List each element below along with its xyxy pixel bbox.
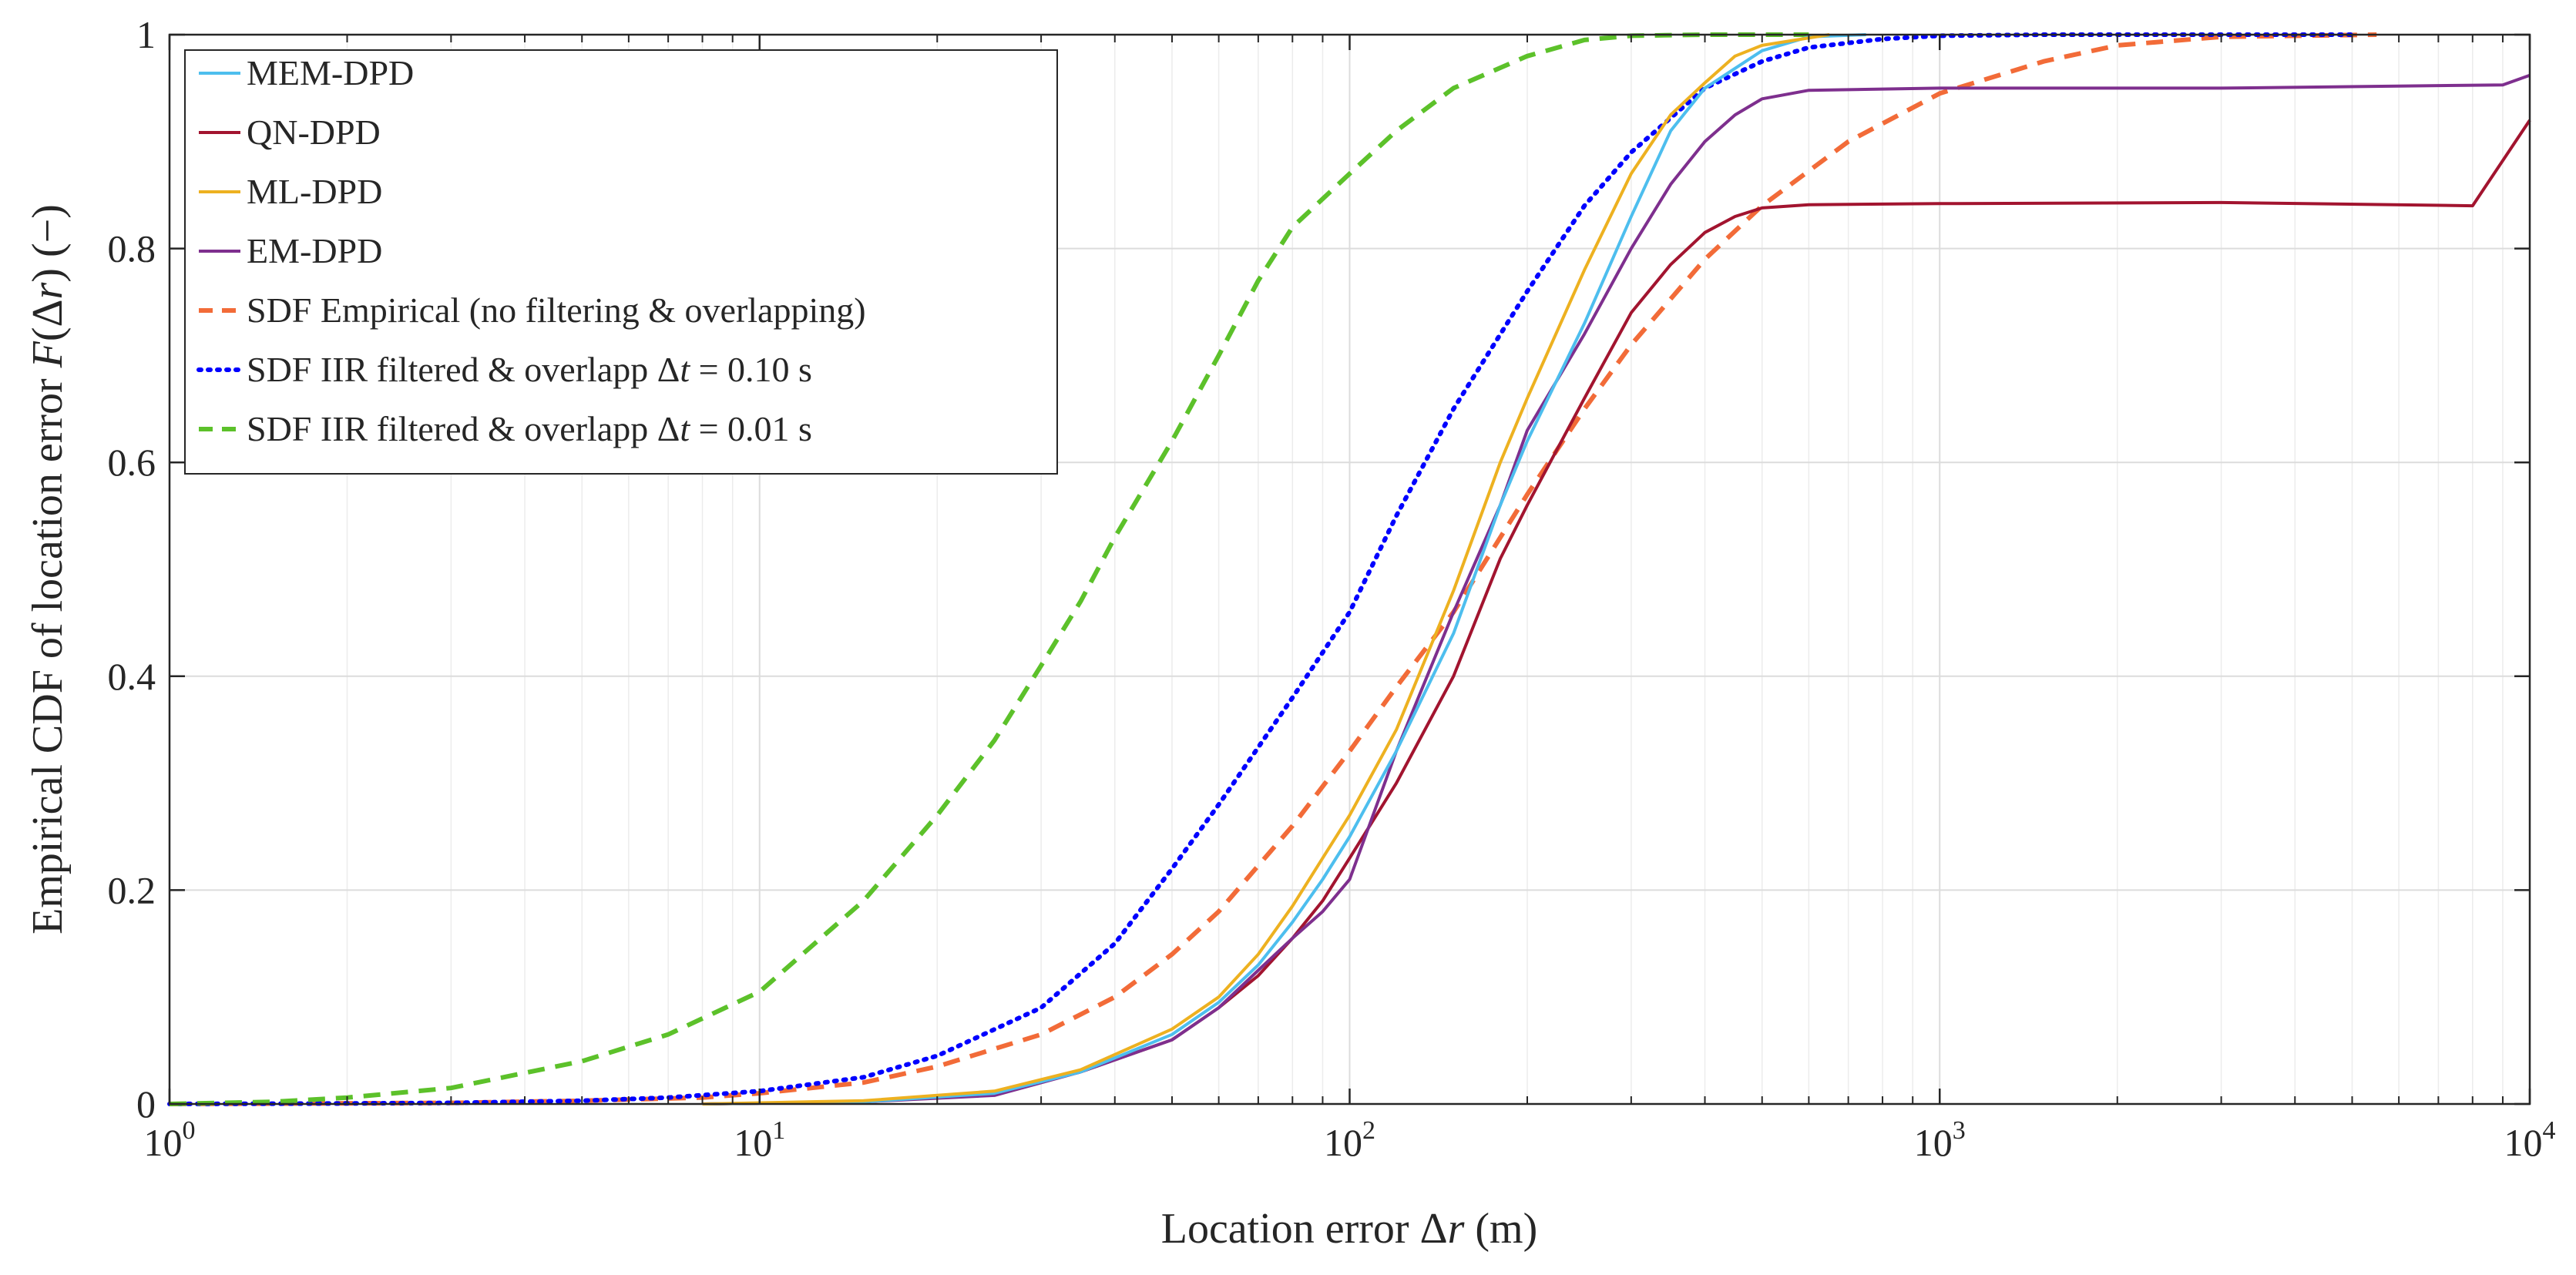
y-tick-label: 0.4 [108, 655, 156, 698]
x-tick-label: 104 [2504, 1116, 2556, 1164]
series-line-ml-dpd [702, 33, 1830, 1106]
series-line-sdf-empirical-no-filtering-overlapping [169, 32, 2377, 1106]
legend-label-sdf-iir-001: SDF IIR filtered & overlapp Δt = 0.01 s [247, 409, 812, 448]
legend-box [184, 49, 1058, 475]
x-tick-label: 100 [144, 1116, 196, 1164]
series-line-mem-dpd [702, 33, 1866, 1106]
x-tick-labels: 100 101 102 103 104 [144, 1116, 2556, 1164]
y-tick-labels: 0 0.2 0.4 0.6 0.8 1 [108, 13, 156, 1126]
legend-label-mem-dpd: MEM-DPD [247, 53, 414, 92]
legend-label-em-dpd: EM-DPD [247, 231, 382, 270]
series-line-sdf-iir-filtered-overlapp-t-0-01-s [169, 32, 1809, 1106]
y-tick-label: 0.6 [108, 441, 156, 484]
legend: MEM-DPD QN-DPD ML-DPD EM-DPD SDF Empiric… [184, 49, 1058, 475]
x-tick-label: 101 [734, 1116, 785, 1164]
legend-label-sdf-iir-010: SDF IIR filtered & overlapp Δt = 0.10 s [247, 350, 812, 389]
legend-label-qn-dpd: QN-DPD [247, 112, 381, 152]
legend-label-sdf-empirical: SDF Empirical (no filtering & overlappin… [247, 290, 866, 330]
x-tick-label: 102 [1324, 1116, 1375, 1164]
legend-label-ml-dpd: ML-DPD [247, 172, 382, 211]
y-tick-label: 1 [136, 13, 156, 56]
x-tick-label: 103 [1914, 1116, 1966, 1164]
series-layer [167, 32, 2531, 1106]
y-tick-label: 0 [136, 1082, 156, 1126]
y-axis-label: Empirical CDF of location error F(Δr) (−… [24, 204, 72, 934]
x-axis-label: Location error Δr (m) [1161, 1205, 1538, 1253]
tick-marks [168, 33, 2531, 1106]
y-tick-label: 0.2 [108, 868, 156, 911]
series-line-sdf-iir-filtered-overlapp-t-0-10-s [167, 32, 2355, 1106]
y-tick-label: 0.8 [108, 227, 156, 270]
legend-swatches [196, 72, 243, 431]
